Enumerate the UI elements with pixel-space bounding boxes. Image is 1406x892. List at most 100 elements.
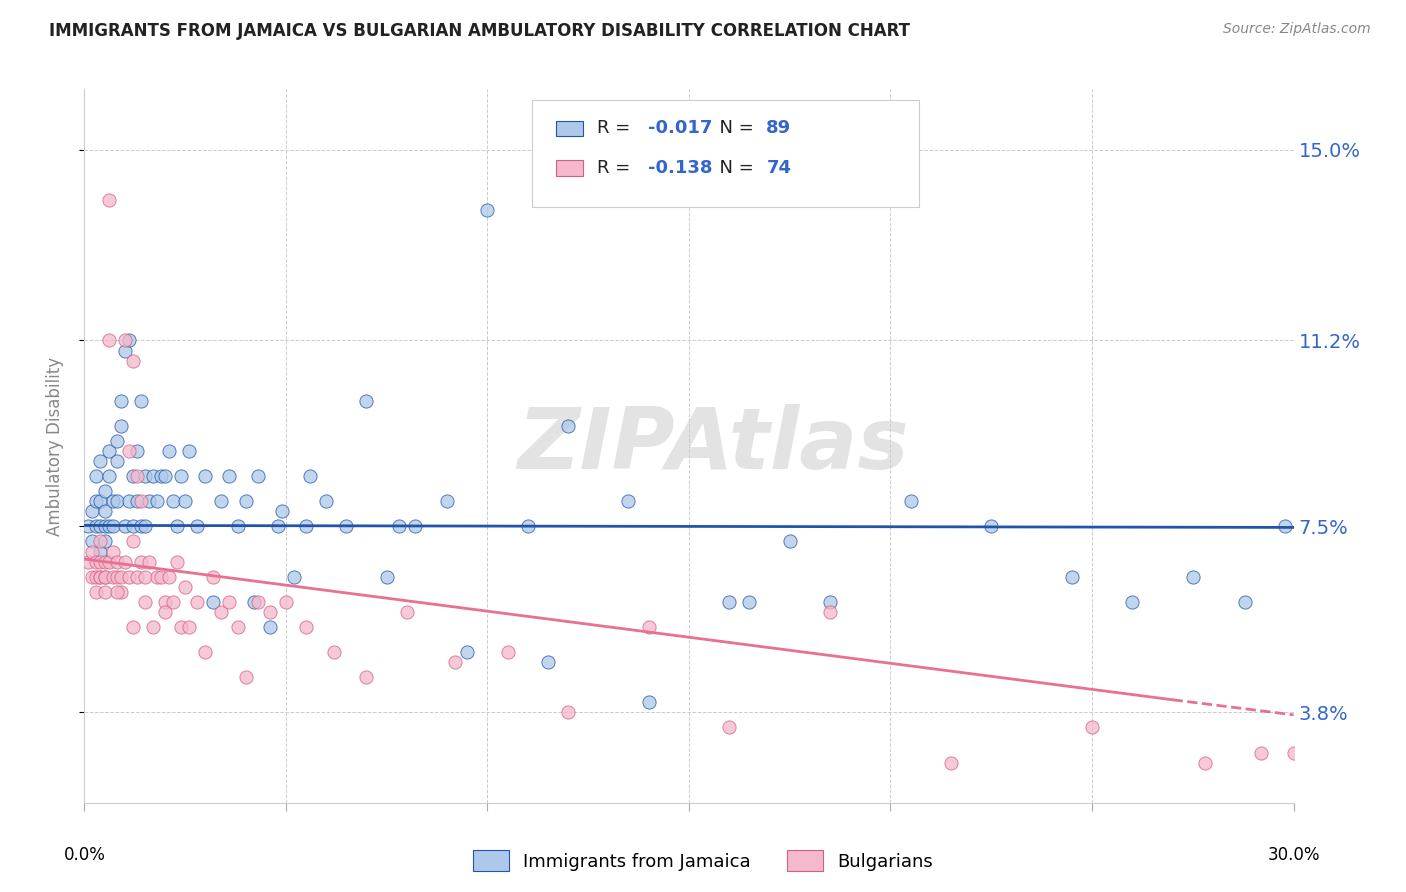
Text: 89: 89 bbox=[766, 120, 792, 137]
Point bbox=[86, 519, 108, 533]
Point bbox=[89, 534, 111, 549]
Point bbox=[335, 519, 357, 533]
Point bbox=[295, 620, 318, 634]
Text: -0.138: -0.138 bbox=[648, 159, 713, 177]
Point bbox=[218, 469, 240, 483]
Point bbox=[226, 620, 249, 634]
Point bbox=[477, 202, 499, 217]
Point bbox=[89, 519, 111, 533]
Point bbox=[89, 494, 111, 508]
Point bbox=[678, 193, 700, 207]
Point bbox=[170, 620, 193, 634]
Point bbox=[89, 555, 111, 569]
Text: 74: 74 bbox=[766, 159, 792, 177]
Point bbox=[101, 544, 124, 558]
Point bbox=[86, 569, 108, 583]
Point bbox=[1181, 569, 1204, 583]
Point bbox=[138, 555, 160, 569]
Point bbox=[105, 569, 128, 583]
Point bbox=[246, 469, 269, 483]
Point bbox=[93, 484, 115, 499]
Point bbox=[146, 569, 169, 583]
FancyBboxPatch shape bbox=[555, 160, 582, 176]
Point bbox=[125, 569, 148, 583]
Point bbox=[1081, 720, 1104, 734]
Point bbox=[1282, 746, 1305, 760]
Point bbox=[110, 393, 132, 408]
Point bbox=[118, 334, 141, 348]
Point bbox=[110, 418, 132, 433]
Point bbox=[259, 620, 281, 634]
Point bbox=[101, 569, 124, 583]
Text: IMMIGRANTS FROM JAMAICA VS BULGARIAN AMBULATORY DISABILITY CORRELATION CHART: IMMIGRANTS FROM JAMAICA VS BULGARIAN AMB… bbox=[49, 22, 910, 40]
Point bbox=[82, 569, 104, 583]
Point bbox=[315, 494, 337, 508]
Point bbox=[114, 334, 136, 348]
Point bbox=[121, 353, 143, 368]
Point bbox=[121, 469, 143, 483]
Point bbox=[516, 519, 538, 533]
Point bbox=[375, 569, 398, 583]
Point bbox=[194, 645, 217, 659]
Point bbox=[283, 569, 305, 583]
Point bbox=[323, 645, 346, 659]
Legend: Immigrants from Jamaica, Bulgarians: Immigrants from Jamaica, Bulgarians bbox=[465, 843, 941, 879]
Point bbox=[129, 519, 152, 533]
Point bbox=[153, 469, 176, 483]
Point bbox=[97, 555, 120, 569]
Text: 30.0%: 30.0% bbox=[1267, 846, 1320, 863]
Point bbox=[818, 605, 841, 619]
Point bbox=[118, 494, 141, 508]
Point bbox=[129, 393, 152, 408]
Point bbox=[149, 469, 172, 483]
Point bbox=[456, 645, 478, 659]
Point bbox=[718, 720, 741, 734]
Point bbox=[82, 544, 104, 558]
Point bbox=[179, 444, 201, 458]
Point bbox=[97, 444, 120, 458]
Point bbox=[134, 595, 156, 609]
Point bbox=[77, 519, 100, 533]
Point bbox=[179, 620, 201, 634]
Point bbox=[153, 605, 176, 619]
Text: R =: R = bbox=[598, 120, 636, 137]
Point bbox=[93, 584, 115, 599]
FancyBboxPatch shape bbox=[555, 120, 582, 136]
Point bbox=[86, 584, 108, 599]
Point bbox=[134, 519, 156, 533]
FancyBboxPatch shape bbox=[531, 100, 918, 207]
Point bbox=[105, 584, 128, 599]
Point bbox=[242, 595, 264, 609]
Point bbox=[246, 595, 269, 609]
Point bbox=[105, 494, 128, 508]
Point bbox=[235, 494, 257, 508]
Point bbox=[118, 444, 141, 458]
Point bbox=[186, 519, 208, 533]
Point bbox=[121, 620, 143, 634]
Point bbox=[82, 504, 104, 518]
Point bbox=[89, 569, 111, 583]
Point bbox=[395, 605, 418, 619]
Point bbox=[404, 519, 426, 533]
Point bbox=[637, 695, 659, 709]
Point bbox=[1274, 519, 1296, 533]
Point bbox=[718, 595, 741, 609]
Point bbox=[259, 605, 281, 619]
Point bbox=[89, 569, 111, 583]
Point bbox=[194, 469, 217, 483]
Point bbox=[1291, 706, 1313, 720]
Text: R =: R = bbox=[598, 159, 636, 177]
Point bbox=[444, 655, 467, 669]
Point bbox=[162, 595, 184, 609]
Point bbox=[93, 555, 115, 569]
Point bbox=[1234, 595, 1257, 609]
Text: ZIPAtlas: ZIPAtlas bbox=[517, 404, 908, 488]
Point bbox=[101, 519, 124, 533]
Point bbox=[900, 494, 922, 508]
Point bbox=[129, 494, 152, 508]
Point bbox=[356, 670, 378, 684]
Point bbox=[138, 494, 160, 508]
Point bbox=[157, 569, 180, 583]
Point bbox=[101, 494, 124, 508]
Point bbox=[93, 519, 115, 533]
